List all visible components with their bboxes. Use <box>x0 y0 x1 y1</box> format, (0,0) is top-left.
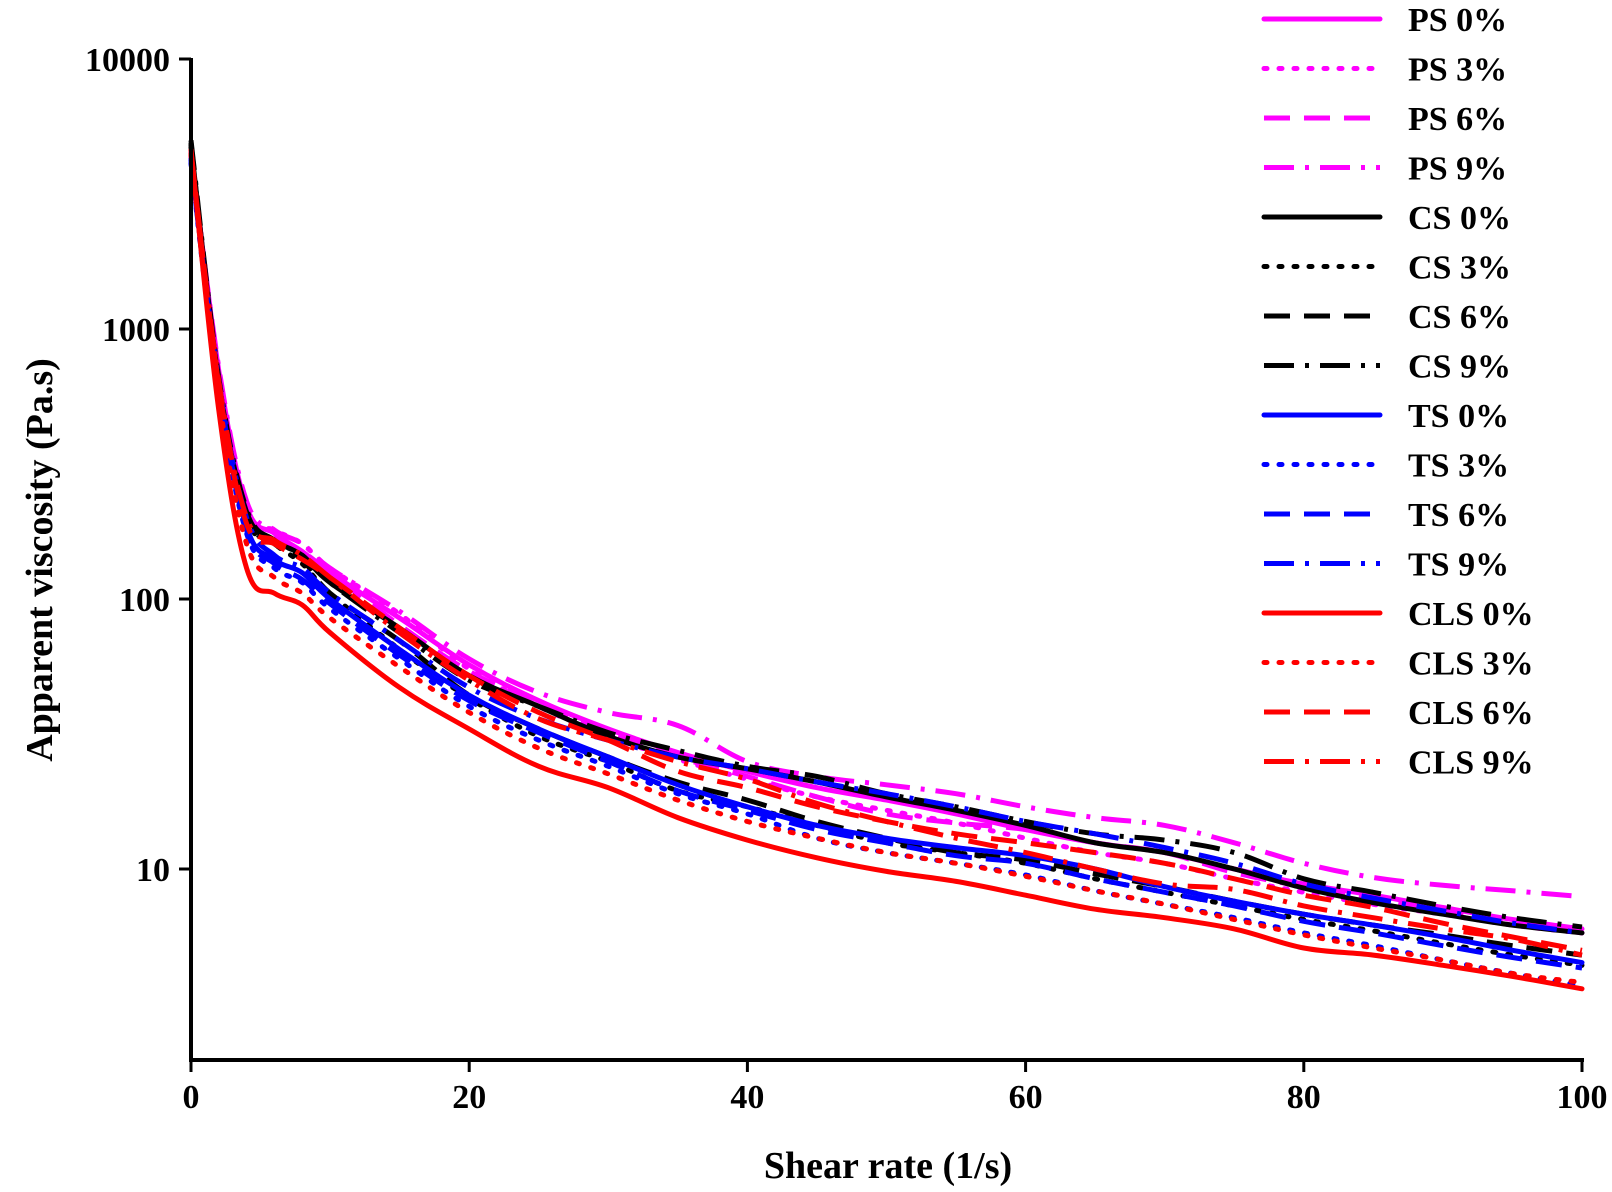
series-line-cls-9pct <box>188 152 1583 958</box>
y-tick-label: 100 <box>119 582 170 619</box>
y-ticks: 10 100 1000 10000 <box>85 42 191 889</box>
legend-label-cls-6pct: CLS 6% <box>1408 695 1534 732</box>
legend-label-cls-9pct: CLS 9% <box>1408 745 1534 782</box>
series-line-ps-6pct <box>188 154 1583 936</box>
legend-label-ts-6pct: TS 6% <box>1408 497 1509 534</box>
legend-label-cs-0pct: CS 0% <box>1408 200 1511 237</box>
legend-label-ps-9pct: PS 9% <box>1408 151 1507 188</box>
legend-label-cls-3pct: CLS 3% <box>1408 646 1534 683</box>
y-tick-label: 10 <box>136 852 170 889</box>
y-tick-label: 1000 <box>102 312 170 349</box>
legend: PS 0% PS 3% PS 6% PS 9% CS 0% CS 3% CS 6% CS 9%… <box>1261 2 1534 782</box>
plot-lines <box>188 140 1585 992</box>
x-axis-title: Shear rate (1/s) <box>764 1145 1012 1187</box>
legend-label-cs-6pct: CS 6% <box>1408 299 1511 336</box>
x-tick-label: 100 <box>1557 1079 1608 1116</box>
x-tick-label: 40 <box>730 1079 764 1116</box>
legend-label-ps-3pct: PS 3% <box>1408 52 1507 89</box>
x-tick-label: 20 <box>452 1079 486 1116</box>
series-line-ts-9pct <box>188 157 1583 936</box>
x-ticks: 0 20 40 60 80 100 <box>183 1060 1608 1116</box>
series-line-cls-0pct <box>188 147 1585 992</box>
series-line-cls-3pct <box>188 152 1585 985</box>
legend-label-ts-3pct: TS 3% <box>1408 448 1509 485</box>
legend-label-cs-3pct: CS 3% <box>1408 250 1511 287</box>
series-line-cs-0pct <box>188 142 1585 936</box>
series-line-cls-6pct <box>188 152 1583 953</box>
series-line-ts-6pct <box>188 161 1583 971</box>
series-line-ps-3pct <box>188 155 1585 936</box>
series-line-ps-9pct <box>188 152 1583 900</box>
x-tick-label: 80 <box>1287 1079 1321 1116</box>
legend-label-cls-0pct: CLS 0% <box>1408 596 1534 633</box>
y-axis-title: Apparent viscosity (Pa.s) <box>19 358 61 762</box>
x-tick-label: 60 <box>1009 1079 1043 1116</box>
legend-label-ps-6pct: PS 6% <box>1408 101 1507 138</box>
legend-label-cs-9pct: CS 9% <box>1408 349 1511 386</box>
legend-label-ts-0pct: TS 0% <box>1408 398 1509 435</box>
series-line-ts-3pct <box>188 161 1585 989</box>
y-tick-label: 10000 <box>85 42 170 79</box>
axes <box>189 58 1584 1062</box>
series-line-ts-0pct <box>188 158 1585 966</box>
legend-label-ts-9pct: TS 9% <box>1408 547 1509 584</box>
legend-label-ps-0pct: PS 0% <box>1408 2 1507 39</box>
x-tick-label: 0 <box>183 1079 200 1116</box>
